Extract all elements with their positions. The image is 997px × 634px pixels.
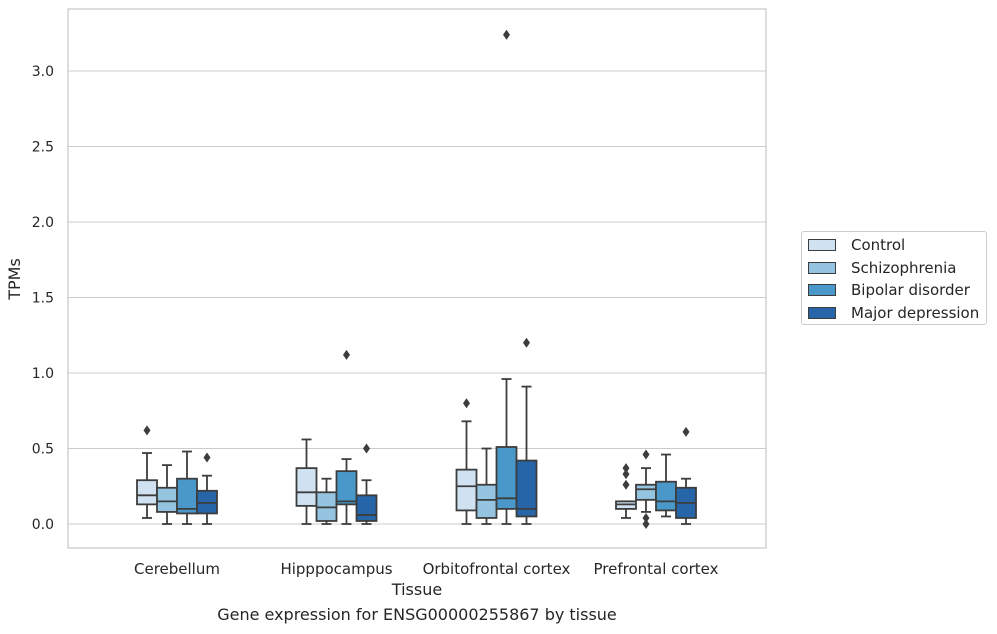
box-iqr bbox=[635, 483, 657, 501]
outlier-point bbox=[503, 29, 510, 40]
outlier-point bbox=[642, 512, 650, 523]
legend-item-major-depression: Major depression bbox=[808, 304, 979, 322]
y-tick-label: 0.0 bbox=[32, 517, 54, 533]
box-major-depression-prefrontal-cortex bbox=[675, 426, 697, 525]
x-tick-labels: Cerebellum Hipppocampus Orbitofrontal cort… bbox=[134, 560, 719, 578]
x-tick-label: Orbitofrontal cortex bbox=[423, 560, 571, 578]
box-schizophrenia-cerebellum bbox=[156, 464, 178, 525]
x-tick-label: Cerebellum bbox=[134, 560, 220, 578]
box-iqr bbox=[515, 459, 538, 518]
outlier-point bbox=[523, 337, 530, 348]
box-iqr bbox=[295, 467, 318, 507]
y-tick-label: 2.5 bbox=[32, 140, 54, 156]
box-bipolar-disorder-hipppocampus bbox=[335, 349, 358, 525]
outlier-point bbox=[363, 443, 370, 454]
box-iqr bbox=[455, 468, 478, 512]
y-axis-label: TPMs bbox=[5, 258, 24, 301]
box-control-prefrontal-cortex bbox=[615, 463, 637, 519]
outlier-point bbox=[622, 469, 630, 480]
legend-label-control: Control bbox=[851, 236, 906, 254]
box-bipolar-disorder-cerebellum bbox=[176, 450, 198, 525]
y-tick-label: 3.0 bbox=[32, 64, 54, 80]
outlier-point bbox=[642, 519, 650, 529]
box-schizophrenia-prefrontal-cortex bbox=[635, 449, 657, 529]
box-major-depression-cerebellum bbox=[196, 452, 218, 525]
outlier-point bbox=[622, 463, 630, 474]
outlier-point bbox=[622, 479, 630, 490]
box-control-orbitofrontal-cortex bbox=[455, 398, 478, 525]
y-tick-label: 2.0 bbox=[32, 215, 54, 231]
box-control-cerebellum bbox=[136, 425, 158, 519]
y-tick-labels: 0.0 0.5 1.0 1.5 2.0 2.5 3.0 bbox=[32, 64, 54, 533]
box-major-depression-orbitofrontal-cortex bbox=[515, 337, 538, 525]
legend-label-bipolar-disorder: Bipolar disorder bbox=[851, 281, 970, 299]
legend-label-major-depression: Major depression bbox=[851, 304, 980, 322]
box-groups bbox=[136, 29, 697, 529]
box-schizophrenia-orbitofrontal-cortex bbox=[475, 447, 498, 525]
box-iqr bbox=[156, 486, 178, 513]
legend-swatch-major-depression bbox=[808, 307, 836, 319]
outlier-point bbox=[682, 426, 690, 437]
x-axis-label: Tissue bbox=[391, 580, 442, 599]
box-iqr bbox=[655, 480, 677, 512]
x-tick-label: Hipppocampus bbox=[280, 560, 392, 578]
outlier-point bbox=[642, 449, 650, 460]
box-iqr bbox=[355, 494, 378, 522]
box-control-hipppocampus bbox=[295, 438, 318, 525]
legend-item-control: Control bbox=[808, 236, 905, 254]
outlier-point bbox=[203, 452, 211, 463]
box-bipolar-disorder-orbitofrontal-cortex bbox=[495, 29, 518, 525]
y-tick-label: 1.5 bbox=[32, 291, 54, 307]
legend: Control Schizophrenia Bipolar disorder M… bbox=[801, 231, 987, 325]
box-iqr bbox=[335, 470, 358, 506]
figure-caption: Gene expression for ENSG00000255867 by t… bbox=[217, 605, 617, 624]
box-major-depression-hipppocampus bbox=[355, 443, 378, 525]
box-bipolar-disorder-prefrontal-cortex bbox=[655, 453, 677, 518]
legend-item-bipolar-disorder: Bipolar disorder bbox=[808, 281, 970, 299]
plot-frame bbox=[67, 8, 767, 549]
box-iqr bbox=[136, 479, 158, 506]
legend-swatch-bipolar-disorder bbox=[808, 284, 836, 296]
outlier-point bbox=[463, 398, 470, 409]
grid-lines bbox=[68, 70, 766, 525]
box-schizophrenia-hipppocampus bbox=[315, 477, 338, 525]
y-tick-label: 0.5 bbox=[32, 442, 54, 458]
box-iqr bbox=[495, 446, 518, 510]
y-tick-label: 1.0 bbox=[32, 366, 54, 382]
outlier-point bbox=[343, 349, 350, 360]
outlier-point bbox=[143, 425, 151, 436]
legend-swatch-schizophrenia bbox=[808, 262, 836, 274]
legend-label-schizophrenia: Schizophrenia bbox=[851, 259, 957, 277]
x-tick-label: Prefrontal cortex bbox=[594, 560, 719, 578]
box-iqr bbox=[475, 483, 498, 519]
legend-swatch-control bbox=[808, 239, 836, 251]
legend-item-schizophrenia: Schizophrenia bbox=[808, 259, 956, 277]
